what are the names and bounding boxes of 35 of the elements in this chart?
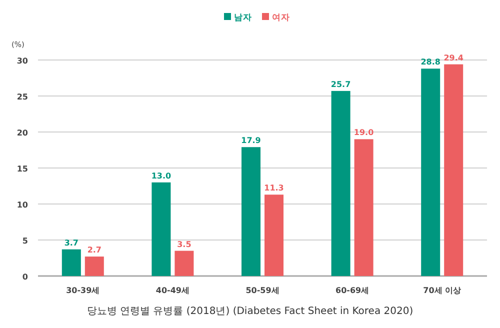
text: 당뇨병 연령별 유병률 (2018년) (Diabetes Fact Sheet in Korea 2020) xyxy=(86,306,414,317)
text: 3.7 xyxy=(64,238,78,248)
bar xyxy=(84,256,104,276)
legend-label: 여자 xyxy=(272,13,290,23)
x-tick-label: 60-69세 xyxy=(336,286,370,295)
bar xyxy=(152,182,171,276)
y-tick-label: 5 xyxy=(22,236,28,246)
text: 19.0 xyxy=(354,128,374,138)
y-tick-label: 10 xyxy=(16,200,28,210)
bar xyxy=(421,68,440,276)
x-tick-label: 50-59세 xyxy=(246,286,280,295)
text: 25.7 xyxy=(330,80,351,89)
bar xyxy=(264,194,284,276)
text: 13.0 xyxy=(151,171,172,180)
x-tick-label: 30-39세 xyxy=(66,286,100,295)
bar xyxy=(62,249,81,276)
y-tick-label: 20 xyxy=(16,128,28,138)
bar xyxy=(174,250,194,276)
x-tick-label: 70세 이상 xyxy=(423,286,462,295)
text: 11.3 xyxy=(264,184,284,193)
bar xyxy=(354,139,374,276)
text: 17.9 xyxy=(241,136,261,146)
text: 2.7 xyxy=(87,246,102,255)
y-tick-label: 15 xyxy=(16,164,28,174)
legend-label: 남자 xyxy=(234,13,252,23)
x-tick-label: 40-49세 xyxy=(156,286,190,295)
text: 29.4 xyxy=(444,53,464,62)
text: 28.8 xyxy=(420,58,440,67)
bar xyxy=(242,147,260,276)
y-tick-label: 30 xyxy=(16,56,28,66)
y-tick-label: 25 xyxy=(16,92,28,102)
text: 3.5 xyxy=(177,240,192,249)
y-tick-label: 0 xyxy=(22,272,28,282)
bar xyxy=(331,90,350,276)
bar xyxy=(444,64,464,276)
